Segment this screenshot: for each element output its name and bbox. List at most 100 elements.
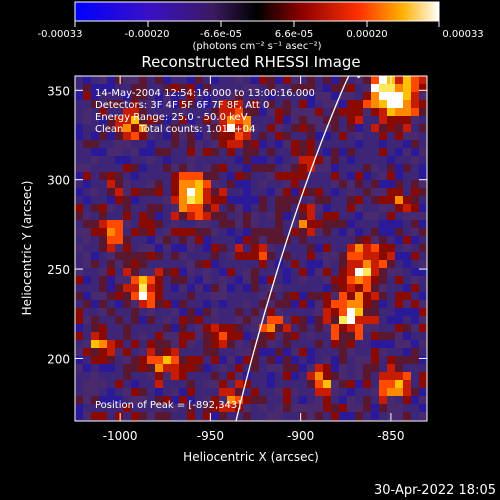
image-pixel	[187, 404, 195, 412]
image-pixel	[371, 268, 379, 276]
image-pixel	[155, 356, 163, 364]
image-pixel	[243, 316, 251, 324]
image-pixel	[371, 388, 379, 396]
image-pixel	[179, 364, 187, 372]
image-pixel	[323, 156, 331, 164]
image-pixel	[91, 204, 99, 212]
image-pixel	[403, 244, 411, 252]
image-pixel	[419, 292, 427, 300]
colorbar: -0.00033 -0.00020 -6.6e-05 6.6e-05 0.000…	[38, 1, 484, 52]
image-pixel	[291, 364, 299, 372]
image-pixel	[419, 164, 427, 172]
image-pixel	[395, 340, 403, 348]
image-pixel	[411, 324, 419, 332]
image-pixel	[171, 388, 179, 396]
image-pixel	[347, 124, 355, 132]
image-pixel	[323, 212, 331, 220]
image-pixel	[203, 180, 211, 188]
image-pixel	[411, 204, 419, 212]
image-pixel	[123, 180, 131, 188]
image-pixel	[395, 268, 403, 276]
image-pixel	[331, 76, 339, 84]
image-pixel	[363, 92, 371, 100]
image-pixel	[387, 228, 395, 236]
image-pixel	[131, 252, 139, 260]
image-pixel	[91, 300, 99, 308]
image-pixel	[179, 84, 187, 92]
image-pixel	[419, 324, 427, 332]
image-pixel	[235, 196, 243, 204]
image-pixel	[355, 244, 363, 252]
image-pixel	[107, 348, 115, 356]
image-pixel	[107, 260, 115, 268]
image-pixel	[259, 276, 267, 284]
image-pixel	[227, 332, 235, 340]
image-pixel	[419, 212, 427, 220]
image-pixel	[315, 396, 323, 404]
image-pixel	[371, 124, 379, 132]
x-tick-label: -850	[377, 429, 404, 443]
image-pixel	[275, 132, 283, 140]
image-pixel	[267, 340, 275, 348]
image-pixel	[307, 108, 315, 116]
image-pixel	[411, 132, 419, 140]
image-pixel	[323, 316, 331, 324]
image-pixel	[139, 92, 147, 100]
image-pixel	[267, 100, 275, 108]
image-pixel	[227, 124, 235, 132]
image-pixel	[83, 228, 91, 236]
image-pixel	[387, 356, 395, 364]
image-pixel	[419, 172, 427, 180]
image-pixel	[331, 220, 339, 228]
image-pixel	[235, 364, 243, 372]
image-pixel	[115, 100, 123, 108]
image-pixel	[307, 268, 315, 276]
image-pixel	[107, 292, 115, 300]
image-pixel	[275, 316, 283, 324]
colorbar-strip	[74, 1, 440, 22]
image-pixel	[187, 356, 195, 364]
image-pixel	[251, 196, 259, 204]
image-pixel	[179, 276, 187, 284]
image-pixel	[379, 84, 387, 92]
image-pixel	[131, 124, 139, 132]
image-pixel	[299, 316, 307, 324]
image-pixel	[371, 100, 379, 108]
image-pixel	[307, 348, 315, 356]
image-pixel	[115, 220, 123, 228]
image-pixel	[259, 140, 267, 148]
image-pixel	[107, 340, 115, 348]
image-pixel	[283, 300, 291, 308]
image-pixel	[315, 404, 323, 412]
image-pixel	[259, 396, 267, 404]
image-pixel	[267, 292, 275, 300]
image-pixel	[195, 180, 203, 188]
image-pixel	[275, 324, 283, 332]
image-pixel	[107, 252, 115, 260]
image-pixel	[211, 228, 219, 236]
image-pixel	[339, 252, 347, 260]
image-pixel	[211, 204, 219, 212]
image-pixel	[275, 356, 283, 364]
image-pixel	[107, 276, 115, 284]
image-pixel	[355, 260, 363, 268]
image-pixel	[187, 172, 195, 180]
image-pixel	[331, 100, 339, 108]
y-tick-label: 300	[47, 174, 70, 188]
image-pixel	[283, 404, 291, 412]
image-pixel	[387, 212, 395, 220]
image-pixel	[307, 356, 315, 364]
image-pixel	[75, 212, 83, 220]
image-pixel	[131, 196, 139, 204]
image-pixel	[123, 332, 131, 340]
image-pixel	[155, 340, 163, 348]
image-pixel	[323, 268, 331, 276]
image-pixel	[115, 412, 123, 420]
image-pixel	[123, 196, 131, 204]
image-pixel	[107, 116, 115, 124]
image-pixel	[99, 212, 107, 220]
colorbar-tick-label: 0.00020	[346, 29, 387, 40]
image-pixel	[251, 76, 259, 84]
image-pixel	[363, 100, 371, 108]
image-pixel	[195, 132, 203, 140]
